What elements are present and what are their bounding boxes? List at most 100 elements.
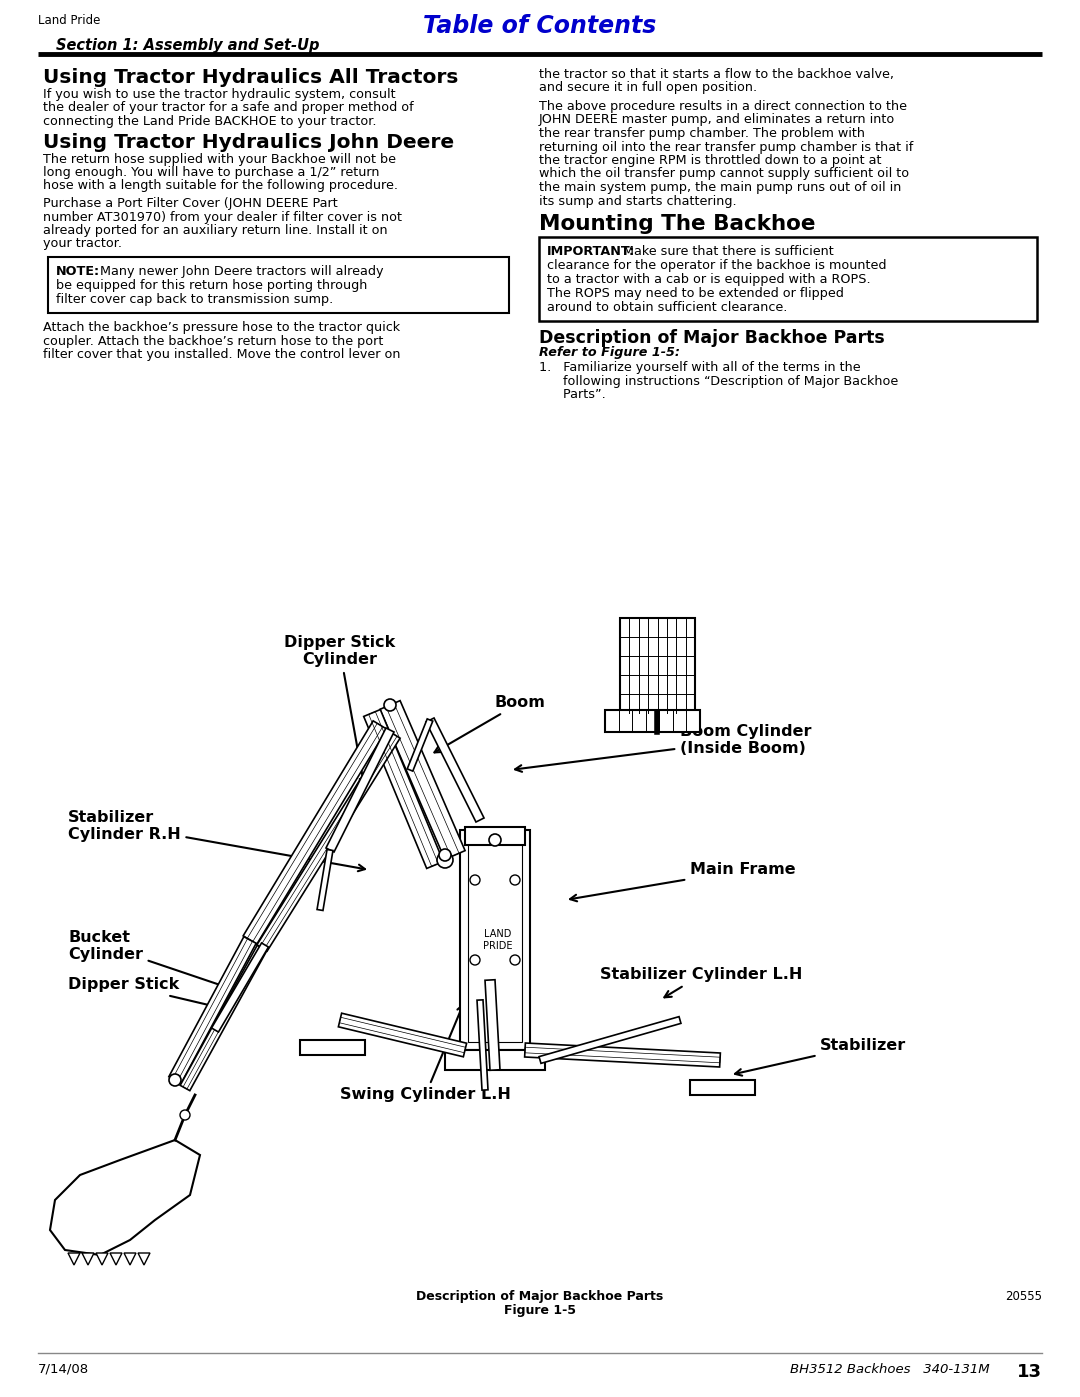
Circle shape bbox=[510, 956, 519, 965]
Text: Purchase a Port Filter Cover (JOHN DEERE Part: Purchase a Port Filter Cover (JOHN DEERE… bbox=[43, 197, 338, 210]
Text: 1.   Familiarize yourself with all of the terms in the: 1. Familiarize yourself with all of the … bbox=[539, 360, 861, 374]
Text: JOHN DEERE master pump, and eliminates a return into: JOHN DEERE master pump, and eliminates a… bbox=[539, 113, 895, 127]
Polygon shape bbox=[96, 1253, 108, 1266]
Text: The ROPS may need to be extended or flipped: The ROPS may need to be extended or flip… bbox=[546, 286, 843, 300]
Polygon shape bbox=[124, 1253, 136, 1266]
Text: and secure it in full open position.: and secure it in full open position. bbox=[539, 81, 757, 95]
Polygon shape bbox=[426, 718, 484, 821]
Polygon shape bbox=[110, 1253, 122, 1266]
Polygon shape bbox=[180, 946, 267, 1091]
Text: its sump and starts chattering.: its sump and starts chattering. bbox=[539, 194, 737, 208]
Polygon shape bbox=[407, 719, 433, 771]
Polygon shape bbox=[477, 1000, 488, 1090]
Text: Using Tractor Hydraulics All Tractors: Using Tractor Hydraulics All Tractors bbox=[43, 68, 458, 87]
Circle shape bbox=[470, 875, 480, 886]
Text: Main Frame: Main Frame bbox=[570, 862, 796, 901]
Text: Bucket
Cylinder: Bucket Cylinder bbox=[68, 930, 230, 989]
Polygon shape bbox=[68, 1253, 80, 1266]
Polygon shape bbox=[318, 849, 333, 911]
Text: Description of Major Backhoe Parts: Description of Major Backhoe Parts bbox=[417, 1289, 663, 1303]
Circle shape bbox=[168, 1074, 181, 1085]
Polygon shape bbox=[485, 979, 500, 1070]
Text: hose with a length suitable for the following procedure.: hose with a length suitable for the foll… bbox=[43, 179, 399, 193]
Bar bbox=[539, 237, 1037, 321]
Text: long enough. You will have to purchase a 1/2” return: long enough. You will have to purchase a… bbox=[43, 166, 379, 179]
Circle shape bbox=[470, 956, 480, 965]
Text: around to obtain sufficient clearance.: around to obtain sufficient clearance. bbox=[546, 300, 787, 314]
Text: Many newer John Deere tractors will already: Many newer John Deere tractors will alre… bbox=[92, 265, 383, 278]
Polygon shape bbox=[338, 1013, 467, 1056]
Text: Stabilizer: Stabilizer bbox=[735, 1038, 906, 1076]
Text: Using Tractor Hydraulics John Deere: Using Tractor Hydraulics John Deere bbox=[43, 133, 454, 151]
Text: Stabilizer
Cylinder R.H: Stabilizer Cylinder R.H bbox=[68, 810, 365, 872]
Text: the tractor engine RPM is throttled down to a point at: the tractor engine RPM is throttled down… bbox=[539, 154, 881, 168]
Text: BH3512 Backhoes   340-131M: BH3512 Backhoes 340-131M bbox=[789, 1363, 989, 1376]
Polygon shape bbox=[82, 1253, 94, 1266]
Circle shape bbox=[438, 849, 451, 861]
Polygon shape bbox=[168, 937, 256, 1083]
Text: Mounting The Backhoe: Mounting The Backhoe bbox=[539, 214, 815, 235]
Text: Boom: Boom bbox=[434, 694, 545, 753]
Text: filter cover cap back to transmission sump.: filter cover cap back to transmission su… bbox=[56, 293, 334, 306]
Text: clearance for the operator if the backhoe is mounted: clearance for the operator if the backho… bbox=[546, 258, 887, 272]
Text: the rear transfer pump chamber. The problem with: the rear transfer pump chamber. The prob… bbox=[539, 127, 865, 140]
Polygon shape bbox=[50, 1140, 200, 1255]
Text: to a tractor with a cab or is equipped with a ROPS.: to a tractor with a cab or is equipped w… bbox=[546, 272, 870, 286]
Text: 13: 13 bbox=[1017, 1363, 1042, 1382]
Circle shape bbox=[437, 852, 453, 868]
Text: which the oil transfer pump cannot supply sufficient oil to: which the oil transfer pump cannot suppl… bbox=[539, 168, 909, 180]
Bar bbox=[465, 827, 525, 845]
Polygon shape bbox=[138, 1253, 150, 1266]
Text: number AT301970) from your dealer if filter cover is not: number AT301970) from your dealer if fil… bbox=[43, 211, 402, 224]
Polygon shape bbox=[380, 701, 465, 859]
Text: Dipper Stick: Dipper Stick bbox=[68, 978, 225, 1010]
Text: the dealer of your tractor for a safe and proper method of: the dealer of your tractor for a safe an… bbox=[43, 102, 414, 115]
Text: filter cover that you installed. Move the control lever on: filter cover that you installed. Move th… bbox=[43, 348, 401, 360]
Bar bbox=[605, 710, 700, 732]
Text: Attach the backhoe’s pressure hose to the tractor quick: Attach the backhoe’s pressure hose to th… bbox=[43, 321, 400, 334]
Bar bbox=[300, 1039, 365, 1055]
Bar bbox=[445, 1051, 545, 1070]
Text: following instructions “Description of Major Backhoe: following instructions “Description of M… bbox=[539, 374, 899, 387]
Polygon shape bbox=[257, 732, 400, 951]
Bar bbox=[620, 617, 696, 712]
Text: Land Pride: Land Pride bbox=[38, 14, 100, 27]
Text: Section 1: Assembly and Set-Up: Section 1: Assembly and Set-Up bbox=[56, 38, 320, 53]
Bar bbox=[690, 1080, 755, 1095]
Bar bbox=[460, 830, 530, 1051]
Polygon shape bbox=[326, 728, 394, 852]
Text: coupler. Attach the backhoe’s return hose to the port: coupler. Attach the backhoe’s return hos… bbox=[43, 334, 383, 348]
Bar bbox=[48, 257, 509, 313]
Polygon shape bbox=[212, 943, 269, 1032]
Text: be equipped for this return hose porting through: be equipped for this return hose porting… bbox=[56, 279, 367, 292]
Text: Description of Major Backhoe Parts: Description of Major Backhoe Parts bbox=[539, 330, 885, 346]
Circle shape bbox=[180, 1111, 190, 1120]
Bar bbox=[468, 838, 522, 1042]
Circle shape bbox=[510, 875, 519, 886]
Text: LAND
PRIDE: LAND PRIDE bbox=[483, 929, 513, 951]
Text: Figure 1-5: Figure 1-5 bbox=[504, 1303, 576, 1317]
Text: Parts”.: Parts”. bbox=[539, 388, 606, 401]
Text: If you wish to use the tractor hydraulic system, consult: If you wish to use the tractor hydraulic… bbox=[43, 88, 395, 101]
Text: Boom Cylinder
(Inside Boom): Boom Cylinder (Inside Boom) bbox=[515, 724, 811, 771]
Text: The above procedure results in a direct connection to the: The above procedure results in a direct … bbox=[539, 101, 907, 113]
Text: NOTE:: NOTE: bbox=[56, 265, 100, 278]
Polygon shape bbox=[364, 710, 443, 869]
Text: IMPORTANT:: IMPORTANT: bbox=[546, 244, 635, 258]
Polygon shape bbox=[525, 1044, 720, 1067]
Text: your tractor.: your tractor. bbox=[43, 237, 122, 250]
Polygon shape bbox=[243, 721, 387, 944]
Text: the tractor so that it starts a flow to the backhoe valve,: the tractor so that it starts a flow to … bbox=[539, 68, 894, 81]
Text: already ported for an auxiliary return line. Install it on: already ported for an auxiliary return l… bbox=[43, 224, 388, 237]
Circle shape bbox=[489, 834, 501, 847]
Text: The return hose supplied with your Backhoe will not be: The return hose supplied with your Backh… bbox=[43, 152, 396, 165]
Text: Table of Contents: Table of Contents bbox=[423, 14, 657, 38]
Polygon shape bbox=[539, 1017, 681, 1063]
Text: 7/14/08: 7/14/08 bbox=[38, 1363, 90, 1376]
Circle shape bbox=[384, 698, 396, 711]
Text: Dipper Stick
Cylinder: Dipper Stick Cylinder bbox=[284, 636, 395, 785]
Text: Make sure that there is sufficient: Make sure that there is sufficient bbox=[615, 244, 834, 258]
Text: the main system pump, the main pump runs out of oil in: the main system pump, the main pump runs… bbox=[539, 182, 902, 194]
Text: returning oil into the rear transfer pump chamber is that if: returning oil into the rear transfer pum… bbox=[539, 141, 914, 154]
Text: Refer to Figure 1-5:: Refer to Figure 1-5: bbox=[539, 346, 680, 359]
